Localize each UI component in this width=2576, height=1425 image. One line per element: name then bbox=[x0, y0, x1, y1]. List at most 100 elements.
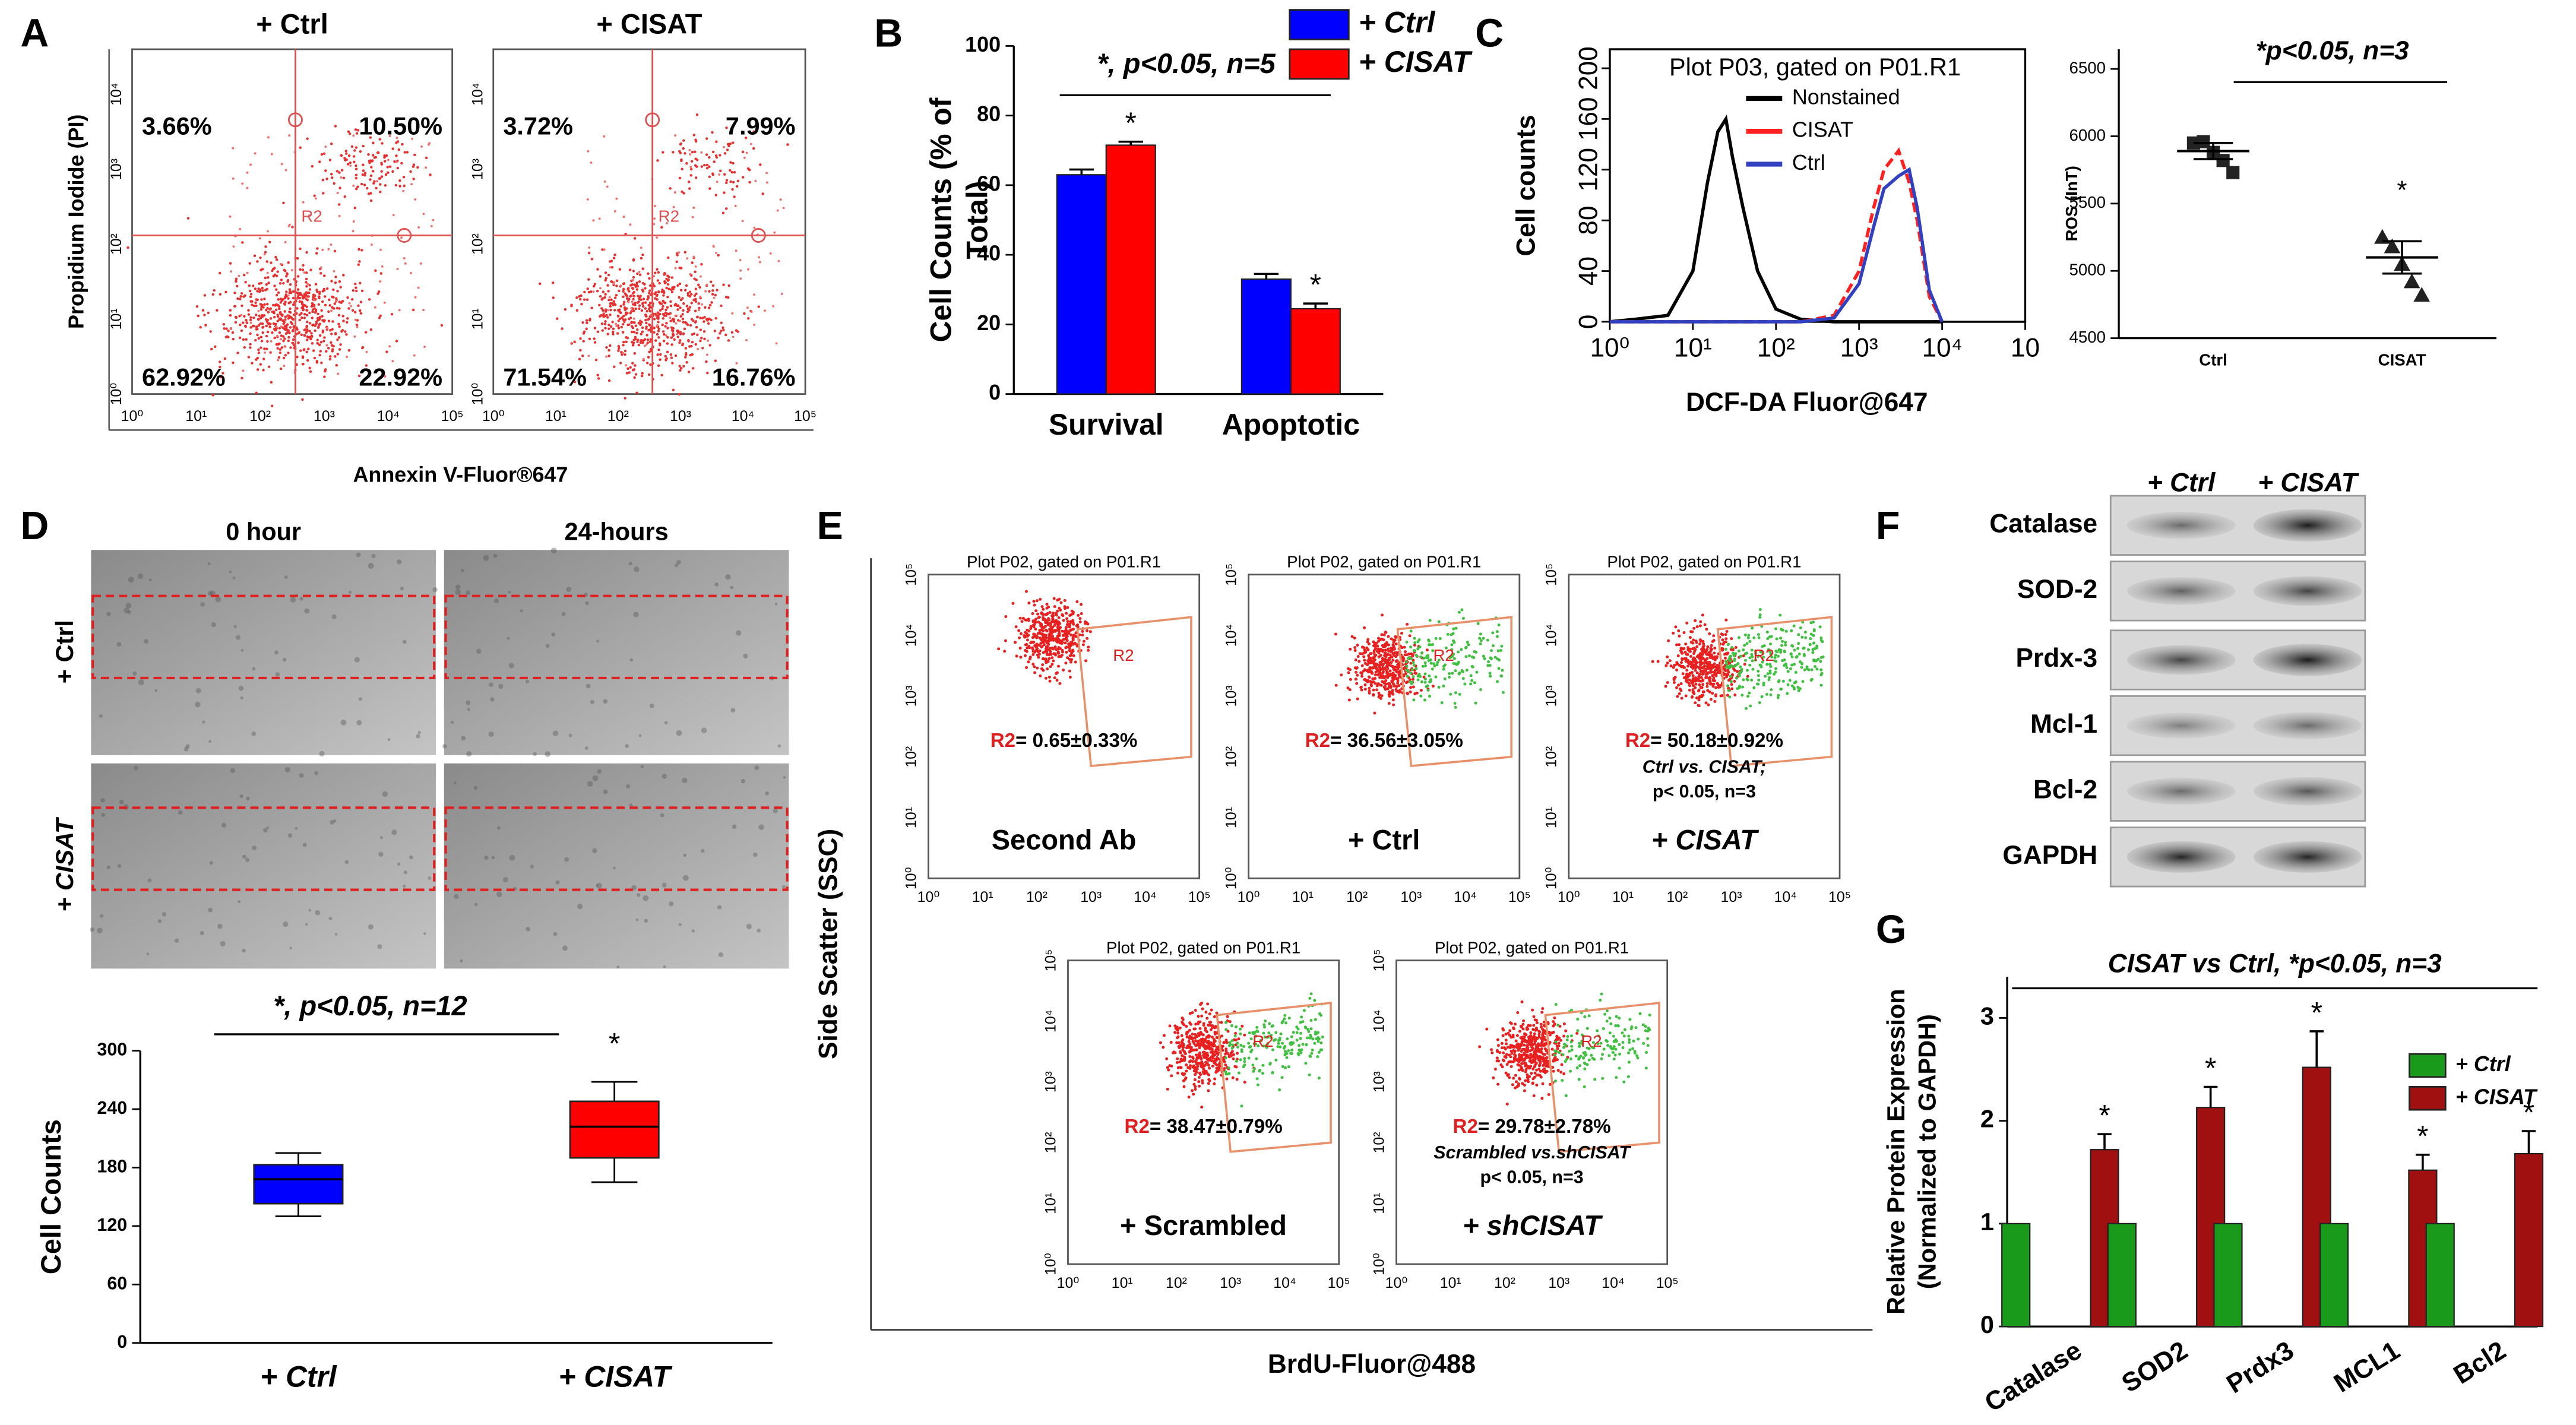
event-dot bbox=[1386, 676, 1390, 679]
event-dot bbox=[600, 314, 603, 317]
cell-speck bbox=[403, 884, 406, 888]
event-dot bbox=[367, 192, 371, 195]
event-dot bbox=[1745, 707, 1748, 710]
event-dot bbox=[613, 303, 617, 306]
event-dot bbox=[1415, 691, 1419, 695]
event-dot bbox=[249, 321, 252, 324]
event-dot bbox=[707, 322, 710, 325]
event-dot bbox=[1359, 685, 1363, 689]
event-dot bbox=[1305, 1043, 1308, 1047]
event-dot bbox=[1729, 674, 1732, 678]
event-dot bbox=[616, 332, 619, 335]
event-dot bbox=[341, 315, 344, 318]
event-dot bbox=[1023, 634, 1026, 638]
event-dot bbox=[361, 346, 365, 349]
event-dot bbox=[1552, 1020, 1555, 1024]
event-dot bbox=[708, 303, 712, 307]
event-dot bbox=[1247, 1041, 1251, 1045]
event-dot bbox=[1243, 1033, 1246, 1037]
event-dot bbox=[1678, 688, 1682, 691]
event-dot bbox=[277, 305, 281, 308]
event-dot bbox=[1534, 1028, 1537, 1032]
event-dot bbox=[622, 287, 625, 291]
event-dot bbox=[1701, 613, 1704, 617]
event-dot bbox=[1192, 1041, 1196, 1045]
event-dot bbox=[605, 346, 608, 349]
event-dot bbox=[386, 166, 389, 169]
event-dot bbox=[312, 299, 315, 302]
event-dot bbox=[1409, 645, 1413, 649]
event-dot bbox=[653, 331, 656, 334]
event-dot bbox=[723, 152, 727, 155]
gate bbox=[1396, 616, 1512, 767]
event-dot bbox=[1039, 674, 1042, 677]
event-dot bbox=[305, 271, 308, 274]
event-dot bbox=[1785, 666, 1789, 669]
event-dot bbox=[284, 169, 287, 172]
event-dot bbox=[276, 270, 279, 273]
event-dot bbox=[732, 141, 735, 144]
plot-name: + CISAT bbox=[1651, 824, 1759, 855]
event-dot bbox=[1280, 1076, 1284, 1079]
event-dot bbox=[432, 218, 435, 221]
event-dot bbox=[1384, 631, 1387, 634]
event-dot bbox=[602, 290, 605, 293]
y-tick-label: 10² bbox=[108, 233, 125, 255]
event-dot bbox=[593, 327, 597, 330]
event-dot bbox=[305, 325, 308, 328]
event-dot bbox=[631, 343, 635, 346]
x-tick-label: 10⁵ bbox=[794, 408, 817, 425]
event-dot bbox=[1688, 674, 1691, 677]
event-dot bbox=[1050, 631, 1053, 635]
event-dot bbox=[309, 370, 312, 373]
cell-speck bbox=[232, 576, 236, 580]
event-dot bbox=[1316, 1055, 1319, 1059]
event-dot bbox=[262, 369, 265, 372]
event-dot bbox=[1525, 1040, 1528, 1044]
event-dot bbox=[347, 349, 351, 352]
event-dot bbox=[715, 251, 718, 254]
event-dot bbox=[1068, 649, 1071, 653]
event-dot bbox=[284, 345, 287, 348]
event-dot bbox=[1751, 655, 1754, 658]
event-dot bbox=[1231, 1043, 1235, 1047]
event-dot bbox=[601, 329, 604, 332]
event-dot bbox=[276, 359, 279, 362]
event-dot bbox=[721, 326, 724, 330]
cell-speck bbox=[616, 965, 620, 969]
event-dot bbox=[1812, 641, 1816, 645]
event-dot bbox=[1537, 1030, 1541, 1033]
cell-speck bbox=[587, 781, 593, 787]
event-dot bbox=[413, 153, 416, 157]
event-dot bbox=[1540, 1037, 1543, 1040]
event-dot bbox=[252, 304, 256, 308]
event-dot bbox=[334, 125, 337, 128]
event-dot bbox=[718, 173, 721, 176]
event-dot bbox=[689, 167, 693, 171]
event-dot bbox=[1419, 655, 1423, 658]
event-dot bbox=[308, 284, 311, 287]
event-dot bbox=[1773, 656, 1777, 659]
event-dot bbox=[666, 221, 669, 224]
event-dot bbox=[301, 363, 305, 366]
event-dot bbox=[1310, 1052, 1314, 1055]
event-dot bbox=[603, 135, 606, 138]
event-dot bbox=[1208, 1024, 1212, 1027]
event-dot bbox=[667, 276, 670, 278]
event-dot bbox=[1518, 1053, 1521, 1056]
event-dot bbox=[648, 309, 652, 313]
event-dot bbox=[672, 320, 676, 323]
event-dot bbox=[705, 283, 708, 286]
event-dot bbox=[258, 282, 261, 285]
event-dot bbox=[388, 165, 392, 168]
event-dot bbox=[1368, 689, 1371, 693]
event-dot bbox=[1340, 673, 1343, 677]
event-dot bbox=[727, 144, 730, 148]
cell-speck bbox=[101, 813, 106, 818]
event-dot bbox=[679, 315, 683, 318]
event-dot bbox=[346, 317, 349, 320]
event-dot bbox=[1490, 1051, 1494, 1054]
cell-speck bbox=[596, 882, 602, 889]
event-dot bbox=[1723, 656, 1727, 660]
event-dot bbox=[1036, 650, 1040, 653]
